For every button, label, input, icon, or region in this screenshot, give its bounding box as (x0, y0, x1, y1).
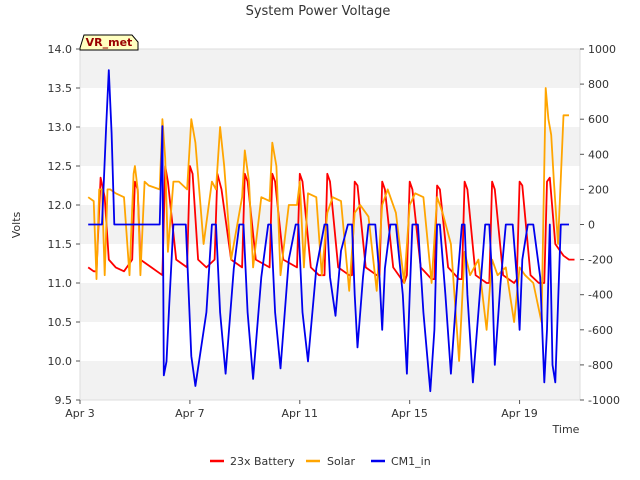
y2-tick-label: 0 (588, 219, 595, 232)
legend-label-23x-battery: 23x Battery (230, 455, 295, 468)
y-tick-label: 9.5 (55, 394, 73, 407)
vr-met-badge: VR_met (79, 34, 139, 51)
y-tick-label: 10.5 (48, 316, 73, 329)
x-tick-label: Apr 3 (65, 407, 95, 420)
y-tick-label: 11.5 (48, 238, 73, 251)
x-axis-label: Time (552, 423, 580, 436)
y2-tick-label: 800 (588, 78, 609, 91)
plot-band (80, 283, 580, 322)
y2-tick-label: -800 (588, 359, 613, 372)
y2-tick-label: 400 (588, 148, 609, 161)
y2-tick-label: -1000 (588, 394, 620, 407)
x-axis: Apr 3 Apr 7 Apr 11 Apr 15 Apr 19 (65, 400, 538, 420)
y2-tick-label: 600 (588, 113, 609, 126)
badge-label: VR_met (86, 36, 133, 49)
y2-tick-label: -400 (588, 289, 613, 302)
y-tick-label: 10.0 (48, 355, 73, 368)
x-tick-label: Apr 15 (391, 407, 428, 420)
x-tick-label: Apr 19 (501, 407, 538, 420)
legend: 23x Battery Solar CM1_in (210, 455, 431, 468)
series-line-cm1-in (88, 69, 569, 393)
y2-tick-label: -600 (588, 324, 613, 337)
series-lines (87, 69, 575, 393)
y2-tick-label: 200 (588, 183, 609, 196)
y-axis-left: 9.5 10.0 10.5 11.0 11.5 12.0 12.5 13.0 13.5 14.0 (48, 43, 80, 407)
y2-tick-label: -200 (588, 254, 613, 267)
y-tick-label: 12.0 (48, 199, 73, 212)
plot-band (80, 361, 580, 400)
legend-label-solar: Solar (327, 455, 356, 468)
y-tick-label: 12.5 (48, 160, 73, 173)
y-tick-label: 14.0 (48, 43, 73, 56)
y-axis-right: -1000 -800 -600 -400 -200 0 200 400 600 800 1000 (580, 43, 620, 407)
y-tick-label: 13.0 (48, 121, 73, 134)
x-tick-label: Apr 7 (175, 407, 205, 420)
y-tick-label: 11.0 (48, 277, 73, 290)
y2-tick-label: 1000 (588, 43, 616, 56)
series-line-solar (87, 87, 569, 362)
x-tick-label: Apr 11 (282, 407, 319, 420)
legend-label-cm1-in: CM1_in (391, 455, 431, 468)
plot-band (80, 127, 580, 166)
chart-title: System Power Voltage (246, 4, 391, 19)
y-tick-label: 13.5 (48, 82, 73, 95)
y-axis-label: Volts (10, 211, 23, 238)
plot-band (80, 49, 580, 88)
badge-shape (79, 34, 139, 51)
